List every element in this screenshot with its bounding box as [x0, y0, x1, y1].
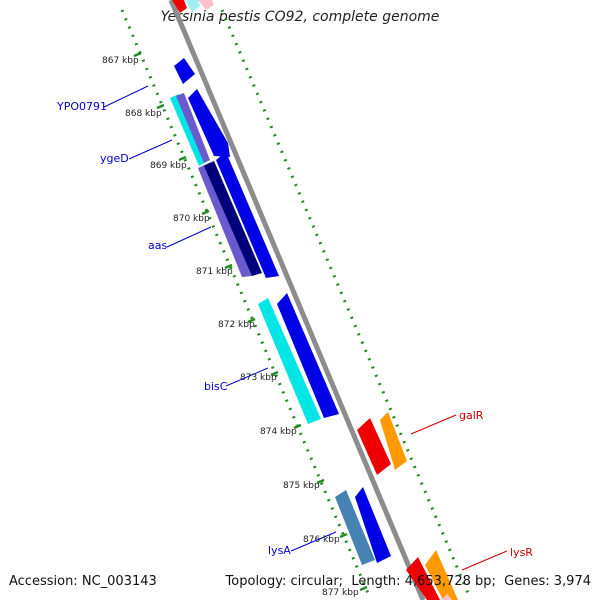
gene-arrow — [172, 0, 187, 13]
genes-label: Genes: — [504, 574, 550, 589]
gene-label-bisC[interactable]: bisC — [204, 380, 228, 393]
gene-arrow — [425, 550, 458, 600]
gene-labels: YPO0791 ygeD aas bisC galR lysA lysR — [56, 100, 533, 559]
genome-backbone — [168, 0, 426, 600]
label-line — [461, 550, 508, 571]
gene-arrow — [441, 594, 452, 600]
label-line — [410, 414, 457, 435]
gene-label-lines — [103, 85, 508, 571]
genes-value: 3,974 — [553, 574, 591, 589]
tick-label: 873 kbp — [240, 373, 277, 383]
gene-arrow — [198, 0, 214, 10]
gene-label-lysA[interactable]: lysA — [268, 544, 291, 557]
tick-mark — [293, 423, 302, 430]
gene-arrow — [357, 418, 391, 475]
tick-label: 875 kbp — [283, 481, 320, 491]
gene-arrow — [198, 162, 252, 277]
gene-arrow — [185, 0, 200, 12]
gene-label-aas[interactable]: aas — [148, 239, 167, 252]
accession-label: Accession: — [9, 574, 78, 589]
gene-arrow — [355, 487, 391, 563]
tick-label: 872 kbp — [218, 320, 255, 330]
gene-arrow — [170, 94, 206, 166]
tick-marks — [133, 51, 368, 592]
tick-mark — [224, 263, 233, 270]
tick-mark — [247, 317, 256, 324]
gene-arrow — [335, 490, 375, 565]
tick-mark — [201, 209, 210, 216]
tick-label: 871 kbp — [196, 267, 233, 277]
inner-dotted-line — [120, 9, 372, 599]
gene-arrow — [216, 152, 279, 278]
guide-lines — [120, 9, 472, 599]
tick-labels: 867 kbp 868 kbp 869 kbp 870 kbp 871 kbp … — [102, 56, 359, 598]
tick-mark — [316, 478, 325, 485]
tick-label: 869 kbp — [150, 161, 187, 171]
gene-arrow — [277, 293, 339, 418]
tick-mark — [133, 51, 142, 58]
genome-stats: Topology: circular; Length: 4,653,728 bp… — [225, 574, 591, 589]
gene-arrow — [380, 412, 407, 470]
tick-label: 870 kbp — [173, 214, 210, 224]
gene-arrow — [188, 89, 230, 157]
tick-mark — [156, 103, 165, 110]
tick-mark — [270, 370, 279, 377]
tick-label: 867 kbp — [102, 56, 139, 66]
gene-arrow — [174, 58, 195, 84]
label-line — [166, 226, 212, 248]
accession-info: Accession: NC_003143 — [9, 574, 157, 589]
tick-mark — [178, 155, 187, 162]
tick-mark — [339, 532, 348, 539]
tick-label: 877 kbp — [322, 588, 359, 598]
accession-value: NC_003143 — [81, 574, 157, 589]
gene-label-ygeD[interactable]: ygeD — [100, 152, 129, 165]
tick-mark — [359, 585, 368, 592]
outer-dotted-line — [220, 9, 472, 599]
topology-value: circular — [290, 574, 339, 589]
length-label: Length: — [351, 574, 401, 589]
tick-label: 876 kbp — [303, 535, 340, 545]
topology-label: Topology: — [225, 574, 287, 589]
gene-arrow — [176, 93, 210, 163]
gene-label-YPO0791[interactable]: YPO0791 — [56, 100, 107, 113]
gene-arrow — [258, 298, 321, 424]
label-line — [103, 85, 149, 108]
reverse-genes — [170, 93, 452, 600]
forward-genes — [172, 0, 458, 600]
tick-label: 874 kbp — [260, 427, 297, 437]
gene-arrow — [406, 557, 440, 600]
label-line — [290, 531, 337, 552]
tick-label: 868 kbp — [125, 109, 162, 119]
length-value: 4,653,728 bp — [404, 574, 492, 589]
gene-arrow — [204, 161, 262, 276]
label-line — [128, 139, 173, 160]
gene-label-lysR[interactable]: lysR — [510, 546, 533, 559]
label-line — [225, 367, 269, 387]
map-title: Yersinia pestis CO92, complete genome — [160, 9, 440, 25]
gene-label-galR[interactable]: galR — [459, 409, 484, 422]
